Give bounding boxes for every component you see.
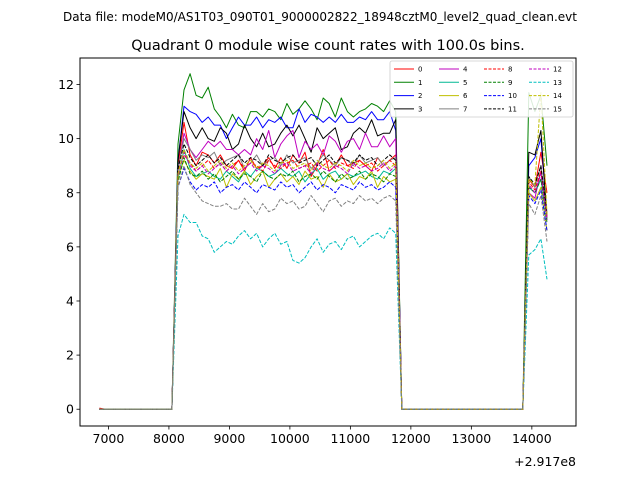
series-line-15 (99, 165, 548, 410)
legend-label-11: 11 (508, 105, 517, 113)
legend-label-8: 8 (508, 66, 512, 74)
series-line-3 (99, 111, 548, 410)
x-tick-label: 7000 (93, 431, 125, 446)
legend-label-15: 15 (553, 105, 562, 113)
y-tick-label: 10 (58, 131, 74, 146)
x-tick-label: 12000 (391, 431, 431, 446)
legend-label-4: 4 (463, 66, 468, 74)
series-line-4 (99, 130, 548, 410)
legend-label-6: 6 (463, 92, 468, 100)
chart-title: Quadrant 0 module wise count rates with … (131, 38, 525, 54)
y-tick-label: 12 (58, 77, 74, 92)
legend-label-3: 3 (418, 105, 422, 113)
legend-label-5: 5 (463, 79, 467, 87)
legend-label-2: 2 (418, 92, 422, 100)
series-line-14 (99, 92, 548, 410)
legend-label-7: 7 (463, 105, 467, 113)
x-tick-label: 9000 (213, 431, 245, 446)
series-line-2 (99, 105, 548, 410)
x-tick-label: 14000 (512, 431, 552, 446)
x-tick-label: 10000 (270, 431, 310, 446)
axes-frame (79, 57, 577, 427)
x-offset-label: +2.917e8 (514, 454, 576, 469)
series-line-6 (99, 159, 548, 410)
series-line-12 (99, 151, 548, 410)
legend-box (389, 60, 574, 118)
x-tick-label: 11000 (330, 431, 370, 446)
legend-label-0: 0 (418, 66, 422, 74)
x-tick-label: 13000 (451, 431, 491, 446)
legend-label-14: 14 (553, 92, 562, 100)
y-tick-label: 6 (66, 239, 74, 254)
x-tick-label: 8000 (153, 431, 185, 446)
y-tick-label: 0 (66, 402, 74, 417)
series-line-10 (99, 167, 548, 410)
series-line-1 (99, 73, 548, 410)
series-layer (99, 73, 548, 410)
legend-label-9: 9 (508, 79, 512, 87)
y-tick-label: 4 (66, 293, 74, 308)
y-tick-label: 8 (66, 185, 74, 200)
ticks-layer: 7000 8000 9000 10000 11000 12000 13000 14000 0 2 4… (58, 77, 552, 446)
legend-label-1: 1 (418, 79, 422, 87)
series-line-9 (99, 157, 548, 410)
legend-label-13: 13 (553, 79, 562, 87)
series-line-5 (99, 149, 548, 410)
series-line-11 (99, 143, 548, 410)
series-line-13 (99, 213, 548, 410)
legend-label-10: 10 (508, 92, 517, 100)
legend-label-12: 12 (553, 66, 562, 74)
series-line-8 (99, 154, 548, 410)
suptitle: Data file: modeM0/AS1T03_090T01_90000028… (63, 10, 577, 24)
y-tick-label: 2 (66, 348, 74, 363)
